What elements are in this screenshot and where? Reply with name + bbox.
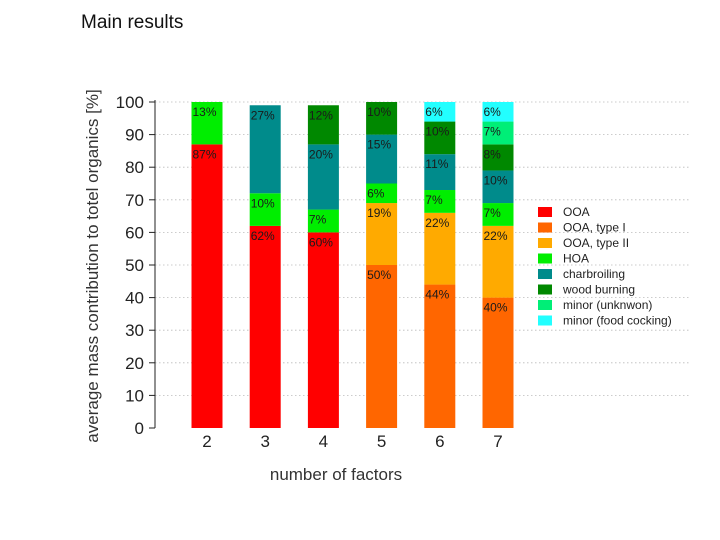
axes: 0 10 20 30 40 50 60 70 80 90 100 2 3 4 5 6 7 number of fa… (83, 89, 503, 484)
bar-segment (424, 190, 456, 213)
legend-swatch (538, 222, 552, 233)
legend-swatch (538, 253, 552, 264)
bar-segment-label: 50% (367, 268, 391, 282)
bar-segment (424, 212, 456, 285)
y-tick-label: 10 (125, 386, 144, 405)
bar-segment-label: 11% (425, 157, 448, 171)
bar-segment-label: 22% (484, 229, 508, 243)
bar-segment-label: 20% (309, 147, 333, 161)
legend-swatch (538, 300, 552, 310)
legend-label: OOA, type I (563, 221, 626, 235)
bar-segment (424, 154, 456, 191)
bar-segment-label: 87% (193, 147, 217, 161)
bar-segment (482, 144, 514, 171)
bar-segment (307, 144, 339, 210)
bar-segment (482, 203, 514, 226)
bar-segment (249, 193, 281, 226)
bar-segment-label: 60% (309, 235, 333, 249)
y-tick-label: 40 (125, 289, 144, 308)
legend-swatch (538, 269, 552, 279)
x-tick-label: 6 (435, 432, 444, 451)
x-tick-label: 7 (493, 432, 502, 451)
bar-segment (482, 170, 514, 204)
y-tick-label: 80 (125, 158, 144, 177)
legend-swatch (538, 207, 552, 217)
bar-segment (307, 232, 339, 428)
page-title: Main results (81, 12, 184, 33)
y-tick-label: 90 (125, 126, 144, 145)
bar-segment (191, 144, 223, 428)
bar-segment-label: 6% (425, 105, 443, 119)
bar-segment-label: 10% (251, 196, 275, 210)
bar-segment (482, 297, 514, 428)
bar-segment-label: 40% (484, 301, 508, 315)
x-tick-label: 3 (260, 432, 269, 451)
bar-segment-label: 22% (425, 216, 449, 230)
bar-segment-label: 7% (484, 206, 502, 220)
bar-segment (366, 265, 398, 428)
y-tick-label: 0 (135, 419, 144, 438)
bar-segment (366, 203, 398, 265)
x-axis-label: number of factors (270, 465, 402, 484)
legend-label: OOA (563, 205, 590, 219)
legend-label: minor (unknwon) (563, 298, 652, 312)
bar-segment-label: 15% (367, 138, 391, 152)
bar-segment (482, 121, 514, 145)
bar-segment (249, 225, 281, 428)
bar-segment (366, 183, 398, 204)
legend-swatch (538, 238, 552, 248)
bar-segment-label: 10% (367, 105, 391, 119)
x-tick-label: 2 (202, 432, 211, 451)
y-tick-label: 60 (125, 223, 144, 242)
bar-segment (366, 102, 398, 135)
bar-segment-label: 27% (251, 108, 275, 122)
legend-label: charbroiling (563, 267, 625, 281)
segment-labels: 87% 13% 62% 10% 27% 60% 7% 20% 12% 50% 19% 6% 15% 10%… (193, 105, 508, 315)
bar-segment (482, 225, 514, 298)
x-tick-label: 5 (377, 432, 386, 451)
bar-segment-label: 62% (251, 229, 275, 243)
bar-segment (482, 102, 514, 122)
bar-segment-label: 10% (484, 173, 508, 187)
bar-segment-label: 10% (425, 125, 449, 139)
y-tick-label: 50 (125, 256, 144, 275)
y-tick-label: 30 (125, 321, 144, 340)
legend-label: wood burning (562, 283, 635, 297)
bar-segment (424, 121, 456, 155)
bar-segment (307, 105, 339, 145)
y-axis-label: average mass contribution to totel organ… (83, 89, 102, 442)
bar-segment-label: 7% (484, 125, 502, 139)
bar-segment (249, 105, 281, 194)
bar-segment-label: 13% (193, 105, 217, 119)
x-tick-label: 4 (319, 432, 328, 451)
bar-segment (307, 209, 339, 233)
gridlines (155, 101, 690, 396)
y-tick-label: 70 (125, 191, 144, 210)
bar-segment-label: 12% (309, 108, 333, 122)
y-tick-label: 100 (116, 93, 144, 112)
legend-label: minor (food cocking) (563, 314, 672, 328)
y-tick-label: 20 (125, 354, 144, 373)
bar-segment-label: 19% (367, 206, 391, 220)
bar-segment-label: 6% (484, 105, 502, 119)
legend-swatch (538, 284, 552, 295)
bar-segment-label: 8% (484, 147, 502, 161)
legend-label: OOA, type II (563, 236, 629, 250)
bar-segment-label: 6% (367, 187, 385, 201)
bar-segment (424, 284, 456, 428)
bars (191, 102, 514, 428)
bar-segment-label: 7% (425, 193, 443, 207)
legend-label: HOA (563, 252, 589, 266)
bar-segment-label: 44% (425, 288, 449, 302)
bar-segment (424, 102, 456, 122)
bar-segment (366, 134, 398, 184)
bar-segment-label: 7% (309, 213, 327, 227)
legend-swatch (538, 315, 552, 326)
bar-segment (191, 102, 223, 145)
